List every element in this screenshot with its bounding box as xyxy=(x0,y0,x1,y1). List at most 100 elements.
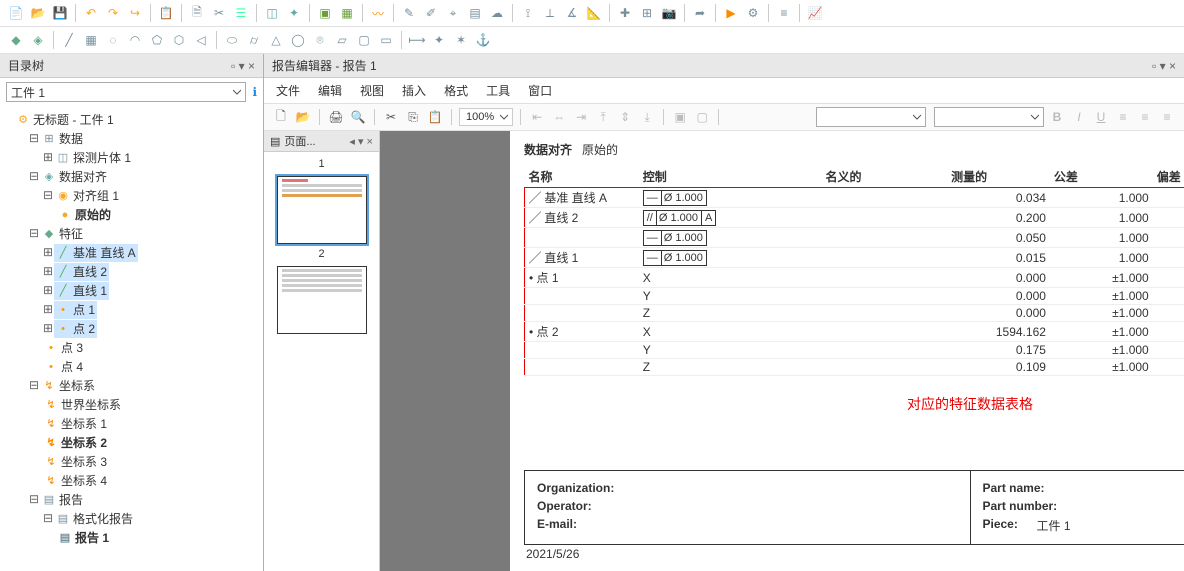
tree-expander[interactable]: ⊞ xyxy=(42,319,54,337)
align-left-icon[interactable]: ⇤ xyxy=(528,108,546,126)
axis-icon[interactable]: ✦ xyxy=(284,3,304,23)
tree-expander[interactable]: ⊞ xyxy=(42,148,54,166)
cube-icon[interactable]: ◫ xyxy=(262,3,282,23)
txt-left-icon[interactable]: ≡ xyxy=(1114,108,1132,126)
grid2-icon[interactable]: ▦ xyxy=(81,30,101,50)
tree-expander[interactable]: ⊞ xyxy=(42,281,54,299)
poly2-icon[interactable]: ⬡ xyxy=(169,30,189,50)
tree-f3[interactable]: ╱直线 1 xyxy=(54,282,109,300)
box1-icon[interactable]: ▣ xyxy=(315,3,335,23)
tree-f4[interactable]: •点 1 xyxy=(54,301,97,319)
cone-icon[interactable]: △ xyxy=(266,30,286,50)
doc-icon[interactable]: 🗎 xyxy=(187,3,207,23)
paste-icon[interactable]: 📋 xyxy=(156,3,176,23)
tree-f1[interactable]: ╱基准 直线 A xyxy=(54,244,138,262)
arc-icon[interactable]: ◠ xyxy=(125,30,145,50)
tree-cs1[interactable]: ↯世界坐标系 xyxy=(42,396,123,414)
preview-icon[interactable]: 🔍 xyxy=(349,108,367,126)
id1-icon[interactable]: ☰ xyxy=(231,3,251,23)
report-preview[interactable]: 数据对齐 原始的 名称 控制 名义的 测量的 公差 偏差 测试 xyxy=(380,131,1184,571)
tree-expander[interactable]: ⊞ xyxy=(42,300,54,318)
tree-f7[interactable]: •点 4 xyxy=(42,358,85,376)
save-icon[interactable]: 💾 xyxy=(50,3,70,23)
cut-icon[interactable]: ✂ xyxy=(382,108,400,126)
menu-window[interactable]: 窗口 xyxy=(528,82,552,99)
tree-expander[interactable]: ⊞ xyxy=(42,243,54,261)
box2-icon[interactable]: ▦ xyxy=(337,3,357,23)
tree-align[interactable]: ◈数据对齐 xyxy=(40,168,109,186)
tree-expander[interactable]: ⊟ xyxy=(42,186,54,204)
step-icon[interactable]: ↪ xyxy=(125,3,145,23)
g2-icon[interactable]: ◈ xyxy=(28,30,48,50)
tree-reports[interactable]: ▤报告 xyxy=(40,491,85,509)
cam-icon[interactable]: 📷 xyxy=(659,3,679,23)
tree-f6[interactable]: •点 3 xyxy=(42,339,85,357)
tree-aligngrp[interactable]: ◉对齐组 1 xyxy=(54,187,121,205)
tree-expander[interactable]: ⊟ xyxy=(28,129,40,147)
open-icon[interactable]: 📂 xyxy=(28,3,48,23)
poly-icon[interactable]: ⬠ xyxy=(147,30,167,50)
exp-icon[interactable]: ➦ xyxy=(690,3,710,23)
chart-icon[interactable]: 📈 xyxy=(805,3,825,23)
zoom-select[interactable]: 100% xyxy=(459,108,513,126)
tree-cs4[interactable]: ↯坐标系 3 xyxy=(42,453,109,471)
menu-format[interactable]: 格式 xyxy=(444,82,468,99)
menu-insert[interactable]: 插入 xyxy=(402,82,426,99)
tool3-icon[interactable]: ⌖ xyxy=(443,3,463,23)
align-center-icon[interactable]: ⇔ xyxy=(550,108,568,126)
underline-icon[interactable]: U xyxy=(1092,108,1110,126)
piece-selector[interactable]: 工件 1 xyxy=(6,82,246,102)
gear-icon[interactable]: ⚙ xyxy=(743,3,763,23)
bold-icon[interactable]: B xyxy=(1048,108,1066,126)
tree-cs5[interactable]: ↯坐标系 4 xyxy=(42,472,109,490)
anc-icon[interactable]: ⚓ xyxy=(473,30,493,50)
play-icon[interactable]: ▶ xyxy=(721,3,741,23)
tree-cs[interactable]: ↯坐标系 xyxy=(40,377,97,395)
calc-icon[interactable]: 📐 xyxy=(584,3,604,23)
ell-icon[interactable]: ⬭ xyxy=(222,30,242,50)
redo-icon[interactable]: ↷ xyxy=(103,3,123,23)
tree-expander[interactable]: ⊟ xyxy=(28,376,40,394)
italic-icon[interactable]: I xyxy=(1070,108,1088,126)
tab-icon[interactable]: ⊞ xyxy=(637,3,657,23)
tag-icon[interactable]: ◁ xyxy=(191,30,211,50)
open-icon[interactable]: 📂 xyxy=(294,108,312,126)
tree-cs2[interactable]: ↯坐标系 1 xyxy=(42,415,109,433)
align-mid-icon[interactable]: ⇕ xyxy=(616,108,634,126)
ruler-icon[interactable]: ✂ xyxy=(209,3,229,23)
align-bot-icon[interactable]: ⤓ xyxy=(638,108,656,126)
undo-icon[interactable]: ↶ xyxy=(81,3,101,23)
tree-rep1[interactable]: ▤报告 1 xyxy=(56,529,111,547)
cyl-icon[interactable]: ⌭ xyxy=(244,30,264,50)
new-page-icon[interactable]: 🗋 xyxy=(272,108,290,126)
circ-icon[interactable]: ◌ xyxy=(103,30,123,50)
grid-icon[interactable]: ▤ xyxy=(465,3,485,23)
list-icon[interactable]: ≡ xyxy=(774,3,794,23)
pln-icon[interactable]: ▭ xyxy=(376,30,396,50)
txt-center-icon[interactable]: ≡ xyxy=(1136,108,1154,126)
align-top-icon[interactable]: ⤒ xyxy=(594,108,612,126)
info-icon[interactable]: ℹ xyxy=(252,85,257,99)
thumbnail-tab[interactable]: ▤ 页面... ◂ ▾ × xyxy=(264,131,379,152)
bring-front-icon[interactable]: ▣ xyxy=(671,108,689,126)
size-select[interactable] xyxy=(934,107,1044,127)
copy-icon[interactable]: ⎘ xyxy=(404,108,422,126)
sph-icon[interactable]: ◯ xyxy=(288,30,308,50)
align-right-icon[interactable]: ⇥ xyxy=(572,108,590,126)
frm-icon[interactable]: ▱ xyxy=(332,30,352,50)
comp-icon[interactable]: ∡ xyxy=(562,3,582,23)
tree-expander[interactable]: ⊟ xyxy=(28,224,40,242)
cloud-icon[interactable]: ☁ xyxy=(487,3,507,23)
line-icon[interactable]: ╱ xyxy=(59,30,79,50)
ang-icon[interactable]: ✶ xyxy=(451,30,471,50)
srf-icon[interactable]: ▢ xyxy=(354,30,374,50)
menu-tools[interactable]: 工具 xyxy=(486,82,510,99)
print-icon[interactable]: 🖨 xyxy=(327,108,345,126)
tree-expander[interactable]: ⊟ xyxy=(42,509,54,527)
thumbnail-1[interactable] xyxy=(277,176,367,244)
tree-features[interactable]: ◆特征 xyxy=(40,225,85,243)
paste-icon[interactable]: 📋 xyxy=(426,108,444,126)
tree-original[interactable]: ●原始的 xyxy=(56,206,113,224)
tree-fmtrep[interactable]: ▤格式化报告 xyxy=(54,510,135,528)
menu-view[interactable]: 视图 xyxy=(360,82,384,99)
